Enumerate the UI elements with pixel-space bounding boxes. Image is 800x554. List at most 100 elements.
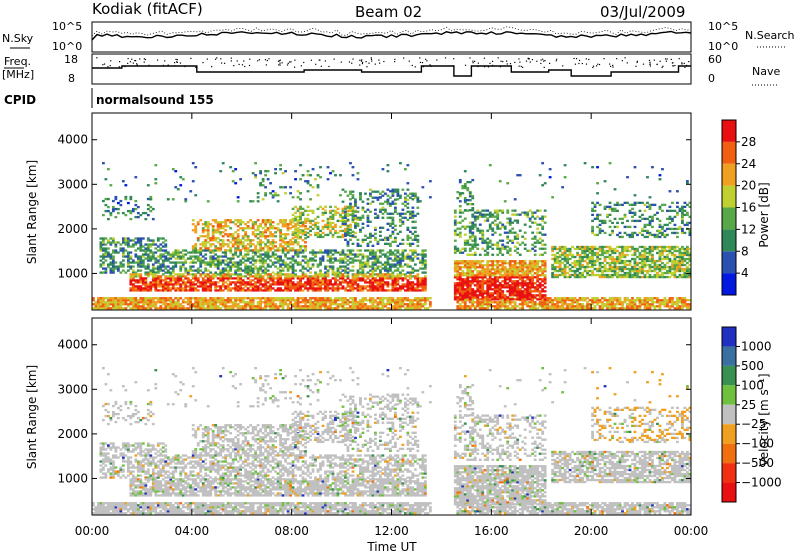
power-cell	[249, 301, 253, 304]
power-cell	[151, 273, 155, 276]
power-cell	[296, 255, 300, 258]
power-cell	[329, 279, 332, 282]
nave-dot	[266, 59, 268, 62]
power-cell	[334, 279, 337, 282]
power-cell	[673, 307, 677, 310]
nave-dot	[174, 65, 176, 67]
power-cell	[393, 208, 397, 211]
power-cell	[406, 285, 410, 288]
power-cell	[179, 275, 183, 278]
power-cell	[256, 277, 260, 280]
power-cell	[366, 259, 370, 262]
power-cell	[408, 236, 412, 239]
power-cell	[481, 239, 485, 242]
power-cell	[246, 277, 250, 280]
power-cell	[526, 278, 530, 281]
power-cell	[389, 202, 392, 205]
power-cell	[676, 307, 679, 310]
power-cell	[521, 290, 525, 293]
power-cell	[506, 221, 510, 224]
power-cell	[99, 259, 103, 262]
power-cell	[111, 209, 115, 213]
power-cell	[199, 281, 203, 284]
power-cell	[184, 275, 188, 278]
power-cell	[339, 287, 342, 290]
power-cell	[141, 305, 145, 308]
power-cell	[126, 237, 130, 240]
power-cell	[391, 232, 395, 235]
power-cell	[381, 275, 385, 278]
power-cell	[164, 283, 168, 286]
power-cell	[114, 207, 118, 211]
power-cell	[261, 180, 265, 183]
power-cell	[473, 276, 477, 279]
power-cell	[381, 303, 385, 306]
power-cell	[339, 257, 342, 260]
power-cell	[401, 297, 405, 300]
power-cell	[463, 299, 467, 302]
power-cell	[463, 243, 467, 246]
power-cell	[164, 303, 168, 306]
power-cell	[476, 278, 480, 281]
power-cell	[501, 223, 505, 226]
power-cell	[518, 296, 522, 299]
power-cell	[279, 271, 282, 274]
power-cell	[351, 301, 355, 304]
nave-dot	[293, 66, 296, 68]
power-cell	[219, 301, 223, 304]
power-cell	[423, 265, 427, 268]
power-cell	[286, 249, 290, 252]
power-cell	[543, 294, 547, 297]
power-cell	[389, 265, 392, 268]
power-cell	[531, 280, 535, 283]
power-cell	[166, 307, 170, 310]
power-cell	[413, 289, 417, 292]
power-cell	[101, 297, 105, 300]
power-cell	[473, 280, 477, 283]
power-cell	[146, 307, 150, 310]
power-cell	[496, 260, 500, 263]
power-cell	[408, 265, 412, 268]
power-cell	[406, 263, 410, 266]
power-cell	[364, 238, 367, 241]
power-cell	[306, 277, 310, 280]
power-cell	[593, 305, 597, 308]
power-cell	[111, 265, 115, 268]
power-cell	[216, 289, 220, 292]
power-cell	[256, 200, 260, 203]
power-cell	[274, 297, 277, 300]
power-cell	[284, 289, 287, 292]
power-cell	[346, 285, 350, 288]
power-cell	[221, 271, 225, 274]
power-cell	[408, 307, 412, 310]
power-cell	[219, 245, 223, 248]
power-cell	[466, 268, 470, 271]
power-cell	[351, 279, 355, 282]
power-cell	[181, 255, 185, 258]
power-cell	[241, 279, 245, 282]
power-cell	[271, 243, 275, 246]
power-cell	[364, 234, 367, 237]
power-cell	[121, 263, 125, 266]
power-cell	[104, 253, 108, 256]
power-cell	[521, 264, 525, 267]
power-cell	[663, 301, 667, 304]
power-cell	[491, 284, 495, 287]
power-cell	[533, 276, 537, 279]
power-cell	[331, 215, 335, 219]
power-cell	[281, 249, 285, 252]
power-cell	[169, 307, 173, 310]
power-cell	[481, 288, 485, 291]
power-cell	[638, 307, 642, 310]
nave-dot	[249, 58, 251, 60]
power-cell	[661, 303, 664, 306]
power-cell	[468, 286, 472, 289]
power-cell	[221, 225, 225, 228]
power-cell	[488, 272, 492, 275]
power-cell	[139, 237, 143, 240]
power-cell	[376, 216, 380, 219]
power-cell	[134, 297, 138, 300]
power-cell	[334, 271, 337, 274]
power-cell	[271, 196, 275, 199]
power-cell	[354, 226, 357, 229]
